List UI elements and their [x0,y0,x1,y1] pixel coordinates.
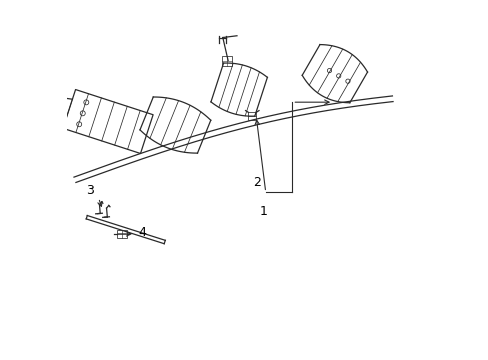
Bar [221,56,232,66]
Text: 4: 4 [138,226,146,239]
Text: 1: 1 [260,205,267,218]
Text: 3: 3 [85,184,93,197]
Text: 2: 2 [252,176,260,189]
Bar [117,230,127,238]
Bar [248,112,256,120]
